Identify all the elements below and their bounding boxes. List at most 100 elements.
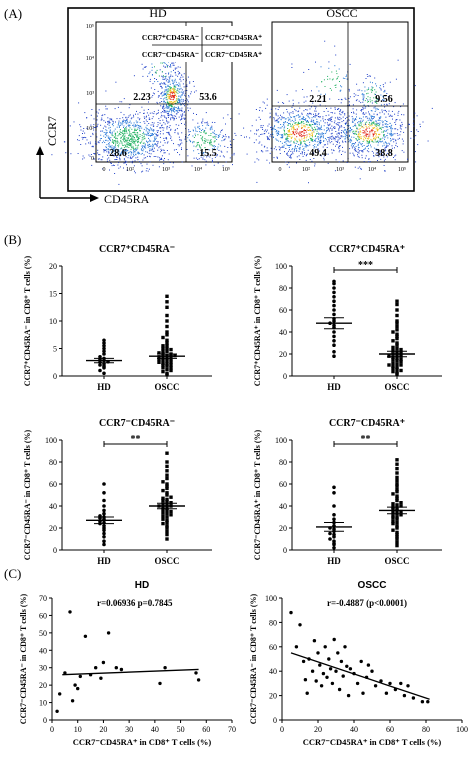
flow-event [378,133,379,135]
flow-event [289,130,290,132]
data-point [328,537,332,541]
flow-event [340,118,342,120]
flow-event [162,75,164,77]
flow-event [328,61,330,63]
flow-event [157,122,159,123]
flow-event [212,131,214,133]
flow-event [192,81,194,82]
flow-event [383,135,385,137]
flow-event [372,90,373,92]
flow-event [132,142,134,143]
flow-event [402,103,404,105]
flow-event [160,82,162,84]
flow-event [193,141,195,143]
flow-event [103,151,105,153]
flow-event [124,141,126,143]
flow-event [375,128,377,130]
data-point [395,482,399,486]
flow-event [309,136,311,138]
flow-event [152,146,154,148]
data-point [161,502,165,506]
flow-event [364,122,366,124]
flow-event [171,111,172,113]
flow-event [272,128,274,130]
flow-event [159,83,161,85]
flow-event [145,66,147,67]
flow-event [315,139,316,141]
flow-event [345,141,347,143]
flow-event [308,113,310,115]
flow-event [330,117,332,119]
data-point [102,524,106,528]
data-point [318,663,322,667]
flow-event [299,146,301,148]
flow-event [153,136,155,138]
flow-event [123,119,125,121]
flow-event [92,146,94,148]
flow-event [359,131,361,133]
flow-event [122,134,124,136]
flow-event [101,117,103,119]
flow-event [358,125,360,127]
flow-event [116,118,118,120]
flow-event [175,117,177,119]
flow-event [128,152,130,153]
flow-event [311,127,313,129]
flow-event [292,133,294,135]
flow-event [375,135,377,137]
flow-event [169,101,171,103]
flow-event [124,130,125,132]
flow-event [204,122,206,124]
flow-event [164,78,166,80]
flow-event [82,158,84,160]
flow-event [86,117,88,119]
flow-event [165,94,167,96]
flow-event [339,126,341,128]
flow-event [157,135,159,137]
flow-event [386,103,388,105]
flow-event [141,149,143,151]
flow-event [314,123,316,125]
flow-event [138,144,139,146]
flow-event [363,127,365,129]
y-tick-label: 20 [39,681,47,690]
flow-event [292,116,294,118]
flow-event [182,99,184,101]
flow-event [313,113,314,115]
flow-event [161,150,162,151]
flow-event [340,102,342,104]
flow-event [169,89,171,90]
flow-event [213,141,215,143]
flow-event [287,141,289,143]
data-point [332,295,336,299]
data-point [98,363,102,367]
flow-event [113,130,115,132]
flow-event [340,89,342,91]
flow-event [90,114,92,116]
flow-event [315,135,316,137]
flow-event [80,126,82,128]
flow-event [170,108,172,110]
flow-event [149,71,151,73]
xtick: 10⁴ [194,167,202,173]
flow-event [146,163,148,165]
flow-event [372,118,373,120]
flow-event [169,114,171,116]
flow-event [136,132,138,133]
flow-event [124,136,126,138]
flow-event [384,82,386,84]
flow-event [301,127,303,129]
flow-event [323,140,325,142]
flow-event [97,149,99,151]
flow-event [211,145,213,147]
flow-event [164,142,166,144]
flow-event [385,130,387,132]
flow-event [216,155,218,157]
data-point [395,503,399,507]
flow-event [128,115,130,117]
flow-event [317,137,319,139]
flow-event [365,78,367,79]
flow-event [97,125,98,127]
